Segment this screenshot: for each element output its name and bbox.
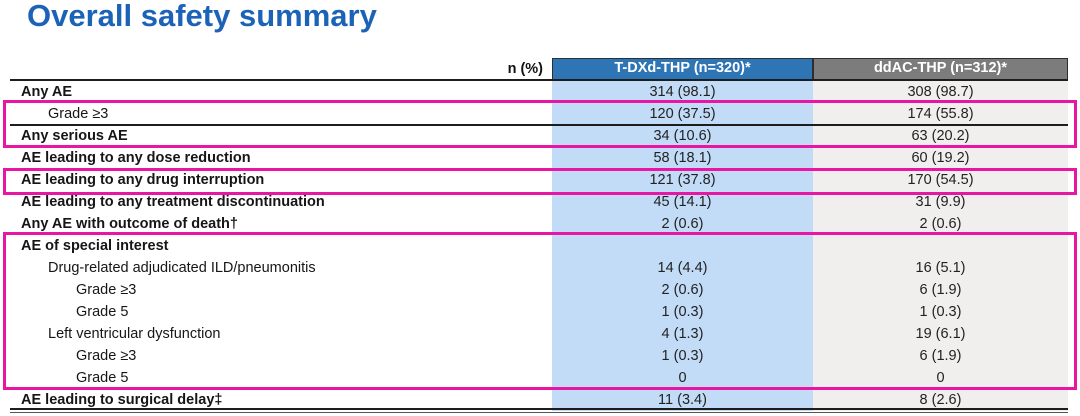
- cell-ddac: 63 (20.2): [813, 125, 1068, 147]
- cell-tdxd: 314 (98.1): [552, 81, 813, 103]
- cell-tdxd: 58 (18.1): [552, 147, 813, 169]
- cell-ddac: 6 (1.9): [813, 279, 1068, 301]
- cell-ddac: 308 (98.7): [813, 81, 1068, 103]
- row-label: Grade ≥3: [76, 348, 137, 364]
- table-row: Grade ≥3 1 (0.3) 6 (1.9): [0, 345, 1080, 367]
- row-label: Grade ≥3: [48, 106, 109, 122]
- table-row: Left ventricular dysfunction 4 (1.3) 19 (6…: [0, 323, 1080, 345]
- cell-ddac: [813, 235, 1068, 257]
- row-label: Grade 5: [76, 304, 129, 320]
- unit-label: n (%): [507, 61, 543, 77]
- row-label: Drug-related adjudicated ILD/pneumonitis: [48, 260, 316, 276]
- cell-tdxd: 121 (37.8): [552, 169, 813, 191]
- row-separator: [10, 124, 1068, 126]
- cell-tdxd: 1 (0.3): [552, 345, 813, 367]
- table-bottom-rule: [10, 408, 1068, 410]
- row-label: AE leading to any drug interruption: [21, 172, 265, 188]
- table-row: AE leading to any treatment discontinuat…: [0, 191, 1080, 213]
- table-row: Any AE 314 (98.1) 308 (98.7): [0, 81, 1080, 103]
- cell-tdxd: 45 (14.1): [552, 191, 813, 213]
- cell-ddac: 6 (1.9): [813, 345, 1068, 367]
- row-label: Any AE: [21, 84, 73, 100]
- table-row: AE leading to any drug interruption 121 (…: [0, 169, 1080, 191]
- table-row: AE leading to surgical delay‡ 11 (3.4) 8 (…: [0, 389, 1080, 411]
- row-label: AE leading to any dose reduction: [21, 150, 251, 166]
- row-label: Any AE with outcome of death†: [21, 216, 238, 232]
- cell-ddac: 1 (0.3): [813, 301, 1068, 323]
- cell-ddac: 16 (5.1): [813, 257, 1068, 279]
- cell-ddac: 174 (55.8): [813, 103, 1068, 125]
- cell-tdxd: 4 (1.3): [552, 323, 813, 345]
- column-header-tdxd: T-DXd-THP (n=320)*: [552, 58, 813, 81]
- cell-ddac: 0: [813, 367, 1068, 389]
- table-row: Any AE with outcome of death† 2 (0.6) 2 (0…: [0, 213, 1080, 235]
- row-label: Grade ≥3: [76, 282, 137, 298]
- table-row: Grade ≥3 2 (0.6) 6 (1.9): [0, 279, 1080, 301]
- cell-ddac: 8 (2.6): [813, 389, 1068, 411]
- cell-tdxd: 34 (10.6): [552, 125, 813, 147]
- cell-ddac: 19 (6.1): [813, 323, 1068, 345]
- table-row: Grade 5 1 (0.3) 1 (0.3): [0, 301, 1080, 323]
- table-row: AE leading to any dose reduction 58 (18.1…: [0, 147, 1080, 169]
- cell-tdxd: 0: [552, 367, 813, 389]
- table-row: Drug-related adjudicated ILD/pneumonitis…: [0, 257, 1080, 279]
- cell-tdxd: [552, 235, 813, 257]
- row-label: AE leading to any treatment discontinuat…: [21, 194, 325, 210]
- cell-ddac: 60 (19.2): [813, 147, 1068, 169]
- table-bottom-rule-shadow: [10, 412, 1068, 413]
- table-row: Any serious AE 34 (10.6) 63 (20.2): [0, 125, 1080, 147]
- table-row: AE of special interest: [0, 235, 1080, 257]
- row-label: AE of special interest: [21, 238, 169, 254]
- cell-tdxd: 1 (0.3): [552, 301, 813, 323]
- cell-tdxd: 11 (3.4): [552, 389, 813, 411]
- cell-tdxd: 2 (0.6): [552, 213, 813, 235]
- cell-tdxd: 14 (4.4): [552, 257, 813, 279]
- cell-ddac: 170 (54.5): [813, 169, 1068, 191]
- cell-ddac: 2 (0.6): [813, 213, 1068, 235]
- page-title: Overall safety summary: [27, 0, 377, 33]
- row-label: AE leading to surgical delay‡: [21, 392, 223, 408]
- cell-tdxd: 120 (37.5): [552, 103, 813, 125]
- column-header-ddac: ddAC-THP (n=312)*: [813, 58, 1068, 81]
- table-body: Any AE 314 (98.1) 308 (98.7) Grade ≥3 120 (3…: [0, 81, 1080, 411]
- cell-tdxd: 2 (0.6): [552, 279, 813, 301]
- row-label: Any serious AE: [21, 128, 128, 144]
- cell-ddac: 31 (9.9): [813, 191, 1068, 213]
- row-label: Grade 5: [76, 370, 129, 386]
- table-row: Grade ≥3 120 (37.5) 174 (55.8): [0, 103, 1080, 125]
- row-label: Left ventricular dysfunction: [48, 326, 221, 342]
- header-rule: [10, 79, 1068, 81]
